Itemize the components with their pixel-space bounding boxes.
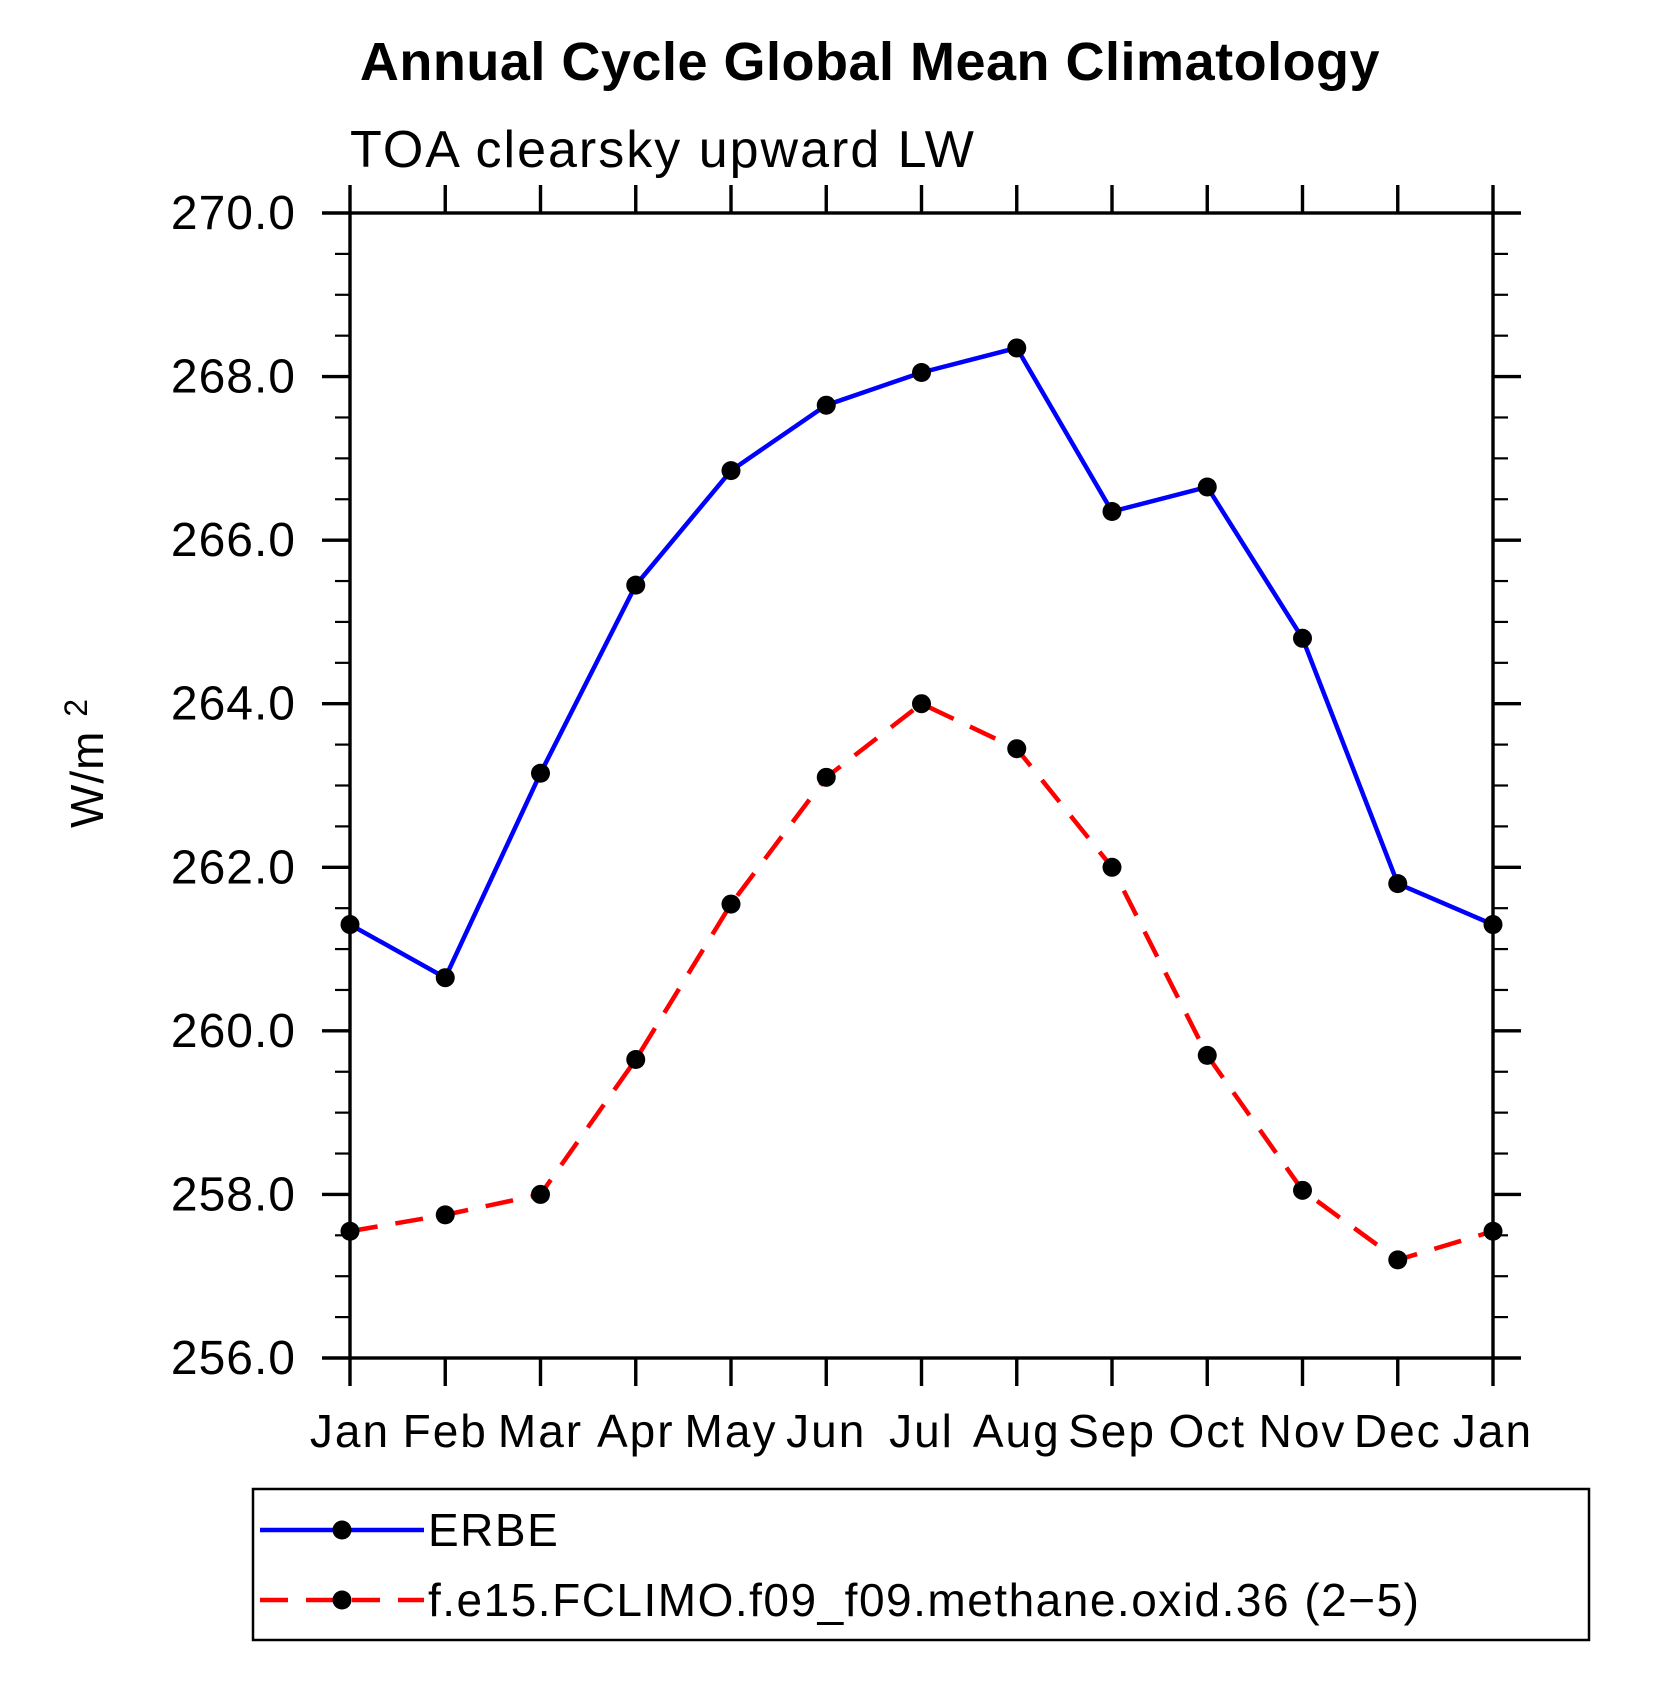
data-point-marker — [1007, 739, 1027, 759]
data-point-marker — [816, 395, 836, 415]
data-point-marker — [1197, 1045, 1217, 1065]
x-tick-label: Sep — [1068, 1405, 1156, 1457]
y-tick-label: 256.0 — [171, 1332, 296, 1385]
y-tick-label: 270.0 — [171, 187, 296, 240]
series-erbe — [340, 338, 1503, 988]
plot-series — [340, 338, 1503, 1270]
x-tick-label: Jan — [1453, 1405, 1533, 1457]
data-point-marker — [1197, 477, 1217, 497]
data-point-marker — [531, 763, 550, 783]
data-point-marker — [721, 894, 741, 914]
x-tick-label: Apr — [597, 1405, 675, 1457]
data-point-marker — [1102, 857, 1122, 877]
x-tick-label: Mar — [498, 1405, 583, 1457]
x-tick-label: Jan — [310, 1405, 390, 1457]
y-tick-label: 264.0 — [171, 678, 296, 731]
x-tick-label: Oct — [1168, 1405, 1246, 1457]
chart-subtitle: TOA clearsky upward LW — [350, 121, 976, 179]
x-tick-label: Dec — [1354, 1405, 1442, 1457]
x-tick-label: Aug — [973, 1405, 1061, 1457]
series-line — [348, 345, 1494, 981]
y-tick-label: 258.0 — [171, 1168, 296, 1221]
legend: ERBE f.e15.FCLIMO.f09_f09.methane.oxid.3… — [251, 1487, 1591, 1642]
data-point-marker — [912, 694, 931, 714]
axis-ticks — [322, 185, 1521, 1386]
series-line — [349, 701, 1494, 1263]
y-tick-label: 262.0 — [171, 841, 296, 894]
legend-entry-model: f.e15.FCLIMO.f09_f09.methane.oxid.36 (2−… — [260, 1574, 1420, 1626]
legend-label-model: f.e15.FCLIMO.f09_f09.methane.oxid.36 (2−… — [428, 1574, 1420, 1626]
y-tick-label: 266.0 — [171, 514, 296, 567]
data-point-marker — [912, 362, 931, 382]
x-tick-label: May — [685, 1405, 778, 1457]
legend-marker-model — [332, 1590, 352, 1610]
data-point-marker — [435, 968, 455, 988]
plot-area-frame — [348, 211, 1495, 1360]
data-point-marker — [721, 461, 741, 481]
x-tick-label: Jul — [889, 1405, 954, 1457]
data-point-marker — [626, 1049, 646, 1069]
legend-box — [251, 1487, 1591, 1642]
data-point-marker — [816, 767, 836, 787]
data-point-marker — [531, 1184, 550, 1204]
data-point-marker — [435, 1205, 455, 1225]
data-point-marker — [1293, 628, 1312, 648]
legend-label-erbe: ERBE — [428, 1504, 559, 1556]
y-tick-label: 268.0 — [171, 351, 296, 404]
data-point-marker — [1388, 874, 1408, 894]
series-model — [340, 694, 1503, 1270]
y-axis-title-exponent: 2 — [58, 698, 94, 717]
chart-title: Annual Cycle Global Mean Climatology — [360, 32, 1380, 92]
y-axis-title-base: W/m — [61, 731, 113, 829]
x-tick-label: Nov — [1259, 1405, 1347, 1457]
data-point-marker — [1007, 338, 1027, 358]
data-point-marker — [626, 575, 646, 595]
data-point-marker — [1102, 502, 1122, 522]
x-tick-label: Feb — [403, 1405, 488, 1457]
data-point-marker — [1293, 1180, 1312, 1200]
y-tick-label: 260.0 — [171, 1005, 296, 1058]
y-axis-title: W/m 2 — [58, 698, 113, 828]
legend-marker-erbe — [332, 1520, 352, 1540]
legend-entry-erbe: ERBE — [260, 1504, 559, 1556]
data-point-marker — [1388, 1250, 1408, 1270]
axis-tick-labels: 256.0 258.0 260.0 262.0 264.0 266.0 268.0 270.0… — [171, 187, 1533, 1457]
x-tick-label: Jun — [786, 1405, 866, 1457]
